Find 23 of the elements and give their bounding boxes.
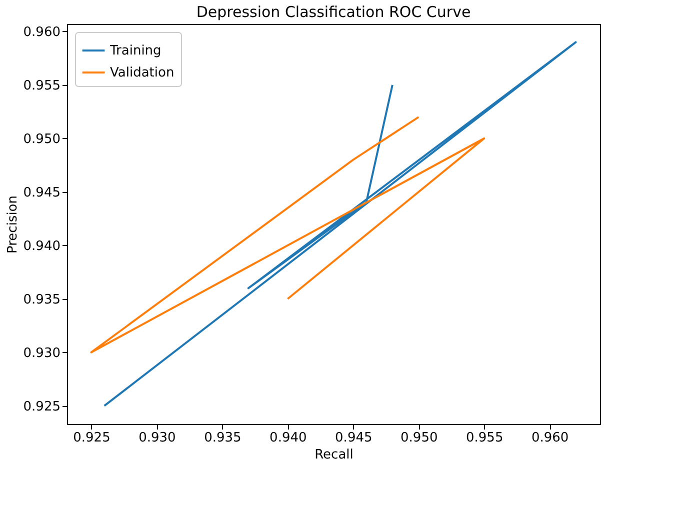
y-axis-title: Precision xyxy=(5,195,20,254)
y-tick-label: 0.955 xyxy=(23,78,60,94)
x-tick-label: 0.960 xyxy=(531,430,569,446)
y-tick-label: 0.945 xyxy=(23,185,60,200)
chart-title: Depression Classification ROC Curve xyxy=(196,3,471,21)
x-tick-label: 0.940 xyxy=(270,430,307,446)
legend-label: Training xyxy=(109,44,162,58)
y-tick-label: 0.940 xyxy=(23,238,60,254)
x-tick-label: 0.935 xyxy=(204,430,242,446)
x-tick-label: 0.925 xyxy=(73,430,110,446)
line-series xyxy=(90,116,486,354)
x-tick-label: 0.930 xyxy=(138,430,176,446)
x-tick-label: 0.955 xyxy=(466,430,504,446)
y-tick-label: 0.960 xyxy=(23,24,60,40)
y-tick-label: 0.925 xyxy=(23,399,60,414)
x-axis-title: Recall xyxy=(314,448,354,462)
line-series xyxy=(103,41,577,407)
y-tick-label: 0.935 xyxy=(23,292,60,308)
y-tick-label: 0.930 xyxy=(23,346,60,361)
x-tick-label: 0.945 xyxy=(335,430,372,446)
x-tick-label: 0.950 xyxy=(400,430,438,446)
y-tick-label: 0.950 xyxy=(23,132,60,147)
legend-label: Validation xyxy=(110,66,174,80)
